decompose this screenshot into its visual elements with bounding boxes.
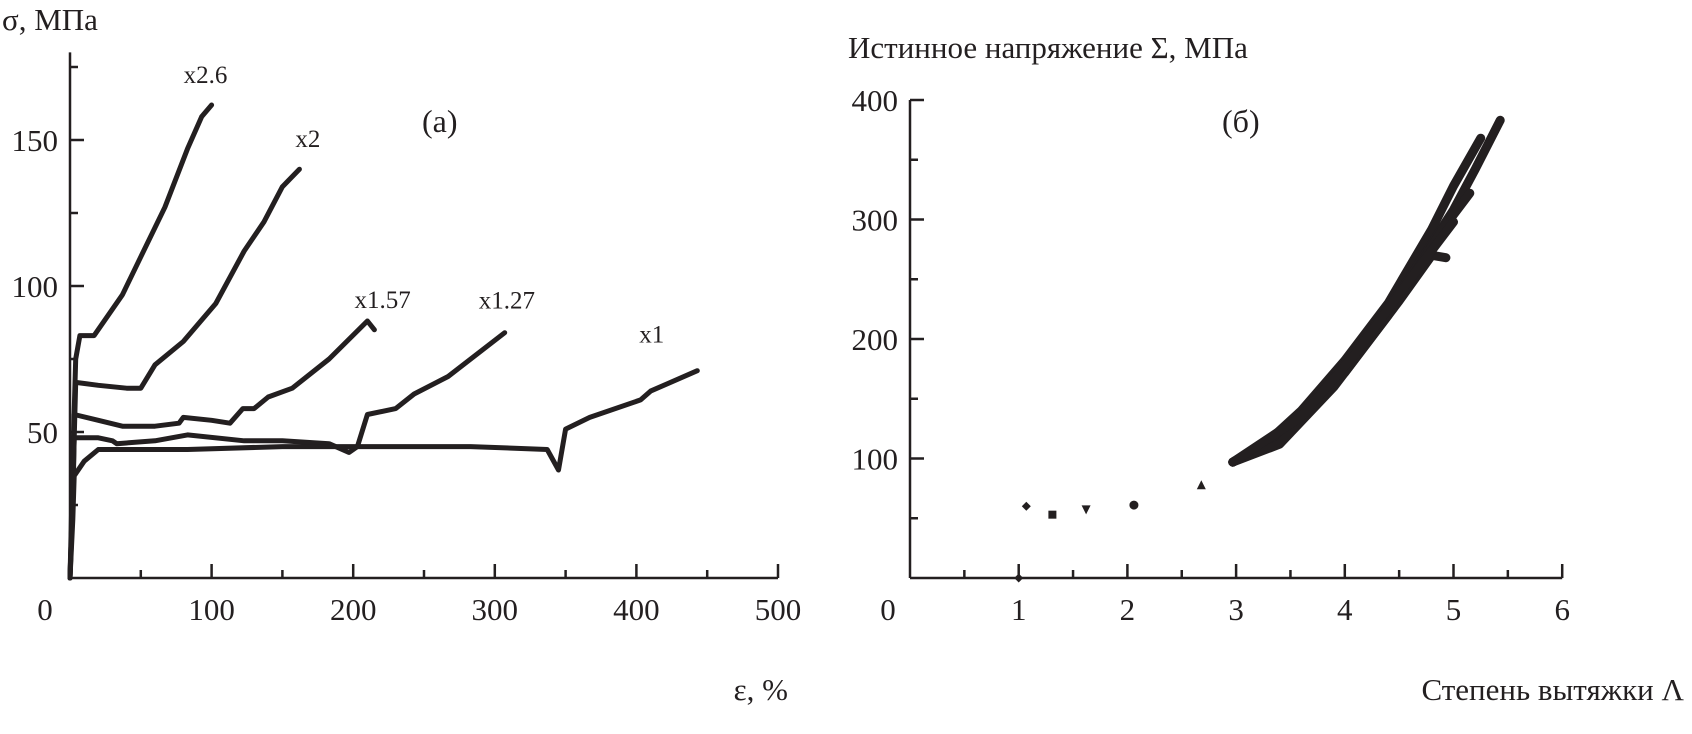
curve-label: x1.27: [479, 288, 535, 315]
curve-x1: [67, 368, 700, 581]
data-point-triangle-up: [1196, 480, 1206, 490]
b-x-tick-label: 4: [1337, 592, 1353, 627]
x-axis-title-a: ε, %: [734, 672, 788, 707]
data-point-triangle-down: [1081, 505, 1091, 515]
b-y-tick-label: 300: [852, 203, 899, 238]
data-point-square: [1048, 510, 1057, 519]
curve-label: x1.57: [354, 287, 410, 314]
b-x-tick-label: 0: [880, 592, 896, 627]
b-y-tick-label: 200: [852, 322, 899, 357]
curve-x2: [67, 166, 302, 581]
panel-b: Истинное напряжение Σ, МПа Степень вытяж…: [848, 30, 1685, 707]
a-x-tick-label: 0: [37, 592, 53, 627]
panel-label-b: (б): [1222, 103, 1260, 139]
a-x-tick-label: 500: [755, 592, 802, 627]
b-y-tick-label: 400: [852, 83, 899, 118]
curve-x2.6: [67, 102, 215, 581]
panel-label-a: (а): [422, 103, 458, 139]
axes-a: 0 100 200 300 400 500 50 100 150: [12, 52, 802, 627]
a-x-tick-label: 100: [188, 592, 235, 627]
band-series-line: [1228, 217, 1458, 467]
a-y-tick-label: 50: [27, 415, 58, 450]
x-axis-title-b: Степень вытяжки Λ: [1421, 672, 1684, 707]
band-series-line: [1228, 133, 1486, 467]
a-x-tick-label: 200: [330, 592, 377, 627]
a-x-tick-label: 400: [613, 592, 660, 627]
curve-x1.27: [67, 330, 508, 581]
a-y-tick-label: 100: [12, 269, 59, 304]
y-axis-title-a: σ, МПа: [2, 2, 98, 37]
curve-label: x2.6: [184, 62, 228, 89]
data-band-b: [1228, 115, 1505, 467]
curves-a: x2.6 x2 x1.57 x1.27 x1: [67, 62, 700, 581]
a-y-tick-label: 150: [12, 123, 59, 158]
axes-b: 0 1 2 3 4 5 6 100 200 300 400: [852, 83, 1570, 627]
panel-a: σ, МПа ε, % (а) 0 100 200 300 400 500 50 100 150…: [2, 2, 801, 707]
b-x-tick-label: 5: [1446, 592, 1462, 627]
b-x-tick-label: 6: [1554, 592, 1570, 627]
curve-label: x2: [295, 126, 320, 153]
data-point-diamond: [1021, 501, 1031, 511]
curve-label: x1: [639, 322, 664, 349]
band-series-line: [1228, 250, 1451, 467]
y-axis-title-b: Истинное напряжение Σ, МПа: [848, 30, 1248, 65]
b-x-tick-label: 1: [1011, 592, 1027, 627]
curve-x1.57: [67, 318, 377, 581]
b-y-tick-label: 100: [852, 442, 899, 477]
data-point-diamond: [1014, 573, 1024, 583]
b-x-tick-label: 2: [1120, 592, 1136, 627]
data-point-circle: [1129, 500, 1139, 510]
a-x-tick-label: 300: [472, 592, 519, 627]
points-b: [1014, 480, 1206, 583]
b-x-tick-label: 3: [1228, 592, 1244, 627]
